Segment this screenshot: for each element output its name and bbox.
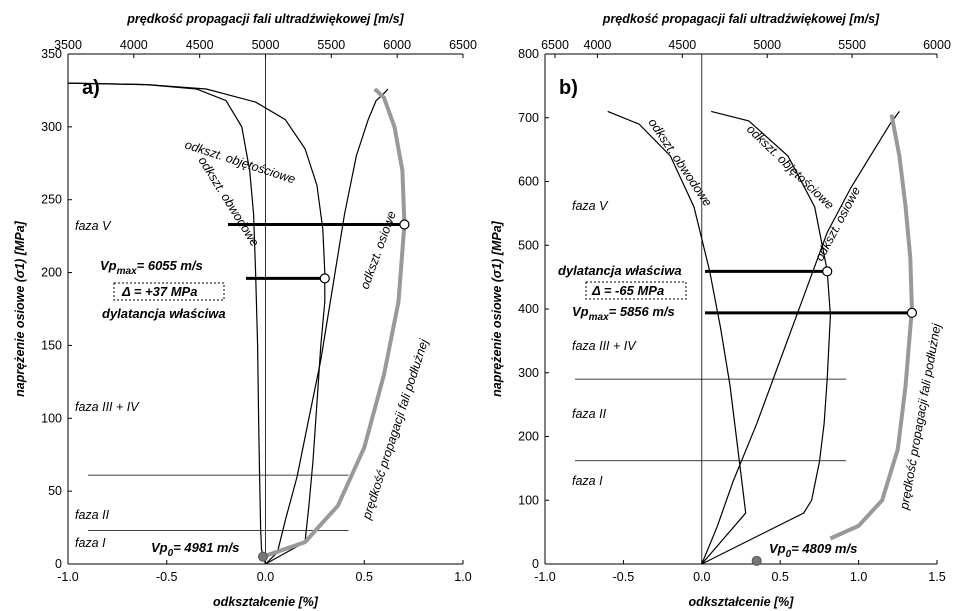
p2-x-tick-label: 0.5 [772,570,789,584]
p2-dilatancy-marker [822,266,833,277]
p1-phase-iii-iv-label: faza III + IV [75,400,140,414]
p1-phase-v-label: faza V [75,219,112,233]
p1-x-tick-label: 0.5 [356,570,373,584]
p1-delta-box [113,282,225,301]
p2-top-tick-label: 6500 [541,38,569,52]
p2-vp0-label: Vp0= 4809 m/s [769,541,857,560]
p2-y-tick-label: 0 [532,557,539,571]
p1-dilatancy-label: dylatancja właściwa [102,306,226,321]
p1-top-tick-label: 4000 [120,38,148,52]
p2-top-tick-label: 6000 [923,38,951,52]
p2-dilatancy-label: dylatancja właściwa [558,263,682,278]
p2-label-circumferential: odkszt. obwodowe [646,116,715,209]
p2-top-tick-label: 4500 [668,38,696,52]
p2-y-tick-label: 400 [518,302,539,316]
p2-y-tick-label: 500 [518,238,539,252]
p1-dilatancy-marker [319,273,330,284]
p1-y-tick-label: 350 [41,47,62,61]
p2-vpmax-marker [906,307,918,318]
p1-x-tick-label: 0.0 [257,570,274,584]
p1-vpmax-label: Vpmax= 6055 m/s [100,258,203,277]
p1-vp0-label: Vp0= 4981 m/s [151,540,239,559]
p1-y-tick-label: 300 [41,120,62,134]
p1-y-tick-label: 100 [41,411,62,425]
p1-x-tick-label: -0.5 [156,570,178,584]
p1-series-line-2 [265,88,389,565]
p2-top-tick-label: 5500 [838,38,866,52]
p2-label-velocity: prędkość propagacji fali podłużnej [897,321,944,511]
p2-series-line-0 [607,110,747,565]
p2-delta-label: Δ = -65 MPa [591,283,664,298]
p2-series-line-2 [701,111,900,565]
p1-y-tick-label: 150 [41,338,62,352]
p2-top-axis-title: prędkość propagacji fali ultradźwiękowej… [602,12,880,26]
p1-top-tick-label: 4500 [186,38,214,52]
p2-x-tick-label: 1.0 [850,570,867,584]
p1-delta-label: Δ = +37 MPa [121,284,197,299]
p1-series-line-3 [262,87,407,559]
p2-series-line-1 [701,110,832,565]
p2-y-tick-label: 300 [518,366,539,380]
p2-y-tick-label: 800 [518,47,539,61]
p1-top-axis-title: prędkość propagacji fali ultradźwiękowej… [126,12,404,26]
p1-top-tick-label: 5500 [317,38,345,52]
p1-phase-i-label: faza I [75,536,106,550]
p1-vpmax-marker [399,219,410,230]
p2-x-tick-label: 0.0 [693,570,710,584]
p1-top-tick-label: 5000 [252,38,280,52]
p2-x-axis-title: odkształcenie [%] [689,595,795,609]
p2-phase-v-label: faza V [572,199,609,213]
p2-phase-i-label: faza I [572,474,603,488]
p2-top-tick-label: 5000 [753,38,781,52]
p2-y-tick-label: 600 [518,175,539,189]
p2-y-tick-label: 100 [518,493,539,507]
p1-x-axis-title: odkształcenie [%] [213,595,319,609]
p2-x-tick-label: 1.5 [928,570,945,584]
p2-series-line-3 [829,114,914,541]
p1-top-tick-label: 3500 [54,38,82,52]
p1-phase-ii-label: faza II [75,508,110,522]
p2-phase-ii-label: faza II [572,407,607,421]
p2-label-volumetric: odkszt. objętościowe [744,122,837,212]
p2-x-tick-label: -1.0 [534,570,556,584]
p1-top-tick-label: 6500 [449,38,477,52]
p2-x-tick-label: -0.5 [613,570,635,584]
p1-y-tick-label: 200 [41,266,62,280]
p1-panel-label: a) [82,77,100,99]
p2-y-axis-title: naprężenie osiowe (σ1) [MPa] [490,220,504,397]
p2-panel-label: b) [559,77,578,99]
p1-y-axis-title: naprężenie osiowe (σ1) [MPa] [13,220,27,397]
p2-phase-iii-iv-label: faza III + IV [572,339,637,353]
p2-y-tick-label: 200 [518,430,539,444]
p2-vp0-marker [751,555,762,566]
p1-label-axial: odkszt. osiowe [358,209,399,291]
p1-x-tick-label: 1.0 [454,570,471,584]
p1-vp0-marker [257,551,268,562]
p2-top-tick-label: 4000 [584,38,612,52]
p1-top-tick-label: 6000 [383,38,411,52]
p2-delta-box [585,281,687,300]
p1-series-line-0 [67,82,267,565]
p1-y-tick-label: 0 [55,557,62,571]
p1-x-tick-label: -1.0 [57,570,79,584]
p2-y-tick-label: 700 [518,111,539,125]
p1-series-line-1 [67,82,326,565]
p1-y-tick-label: 250 [41,193,62,207]
p2-vpmax-label: Vpmax= 5856 m/s [572,304,675,323]
p1-y-tick-label: 50 [48,484,62,498]
